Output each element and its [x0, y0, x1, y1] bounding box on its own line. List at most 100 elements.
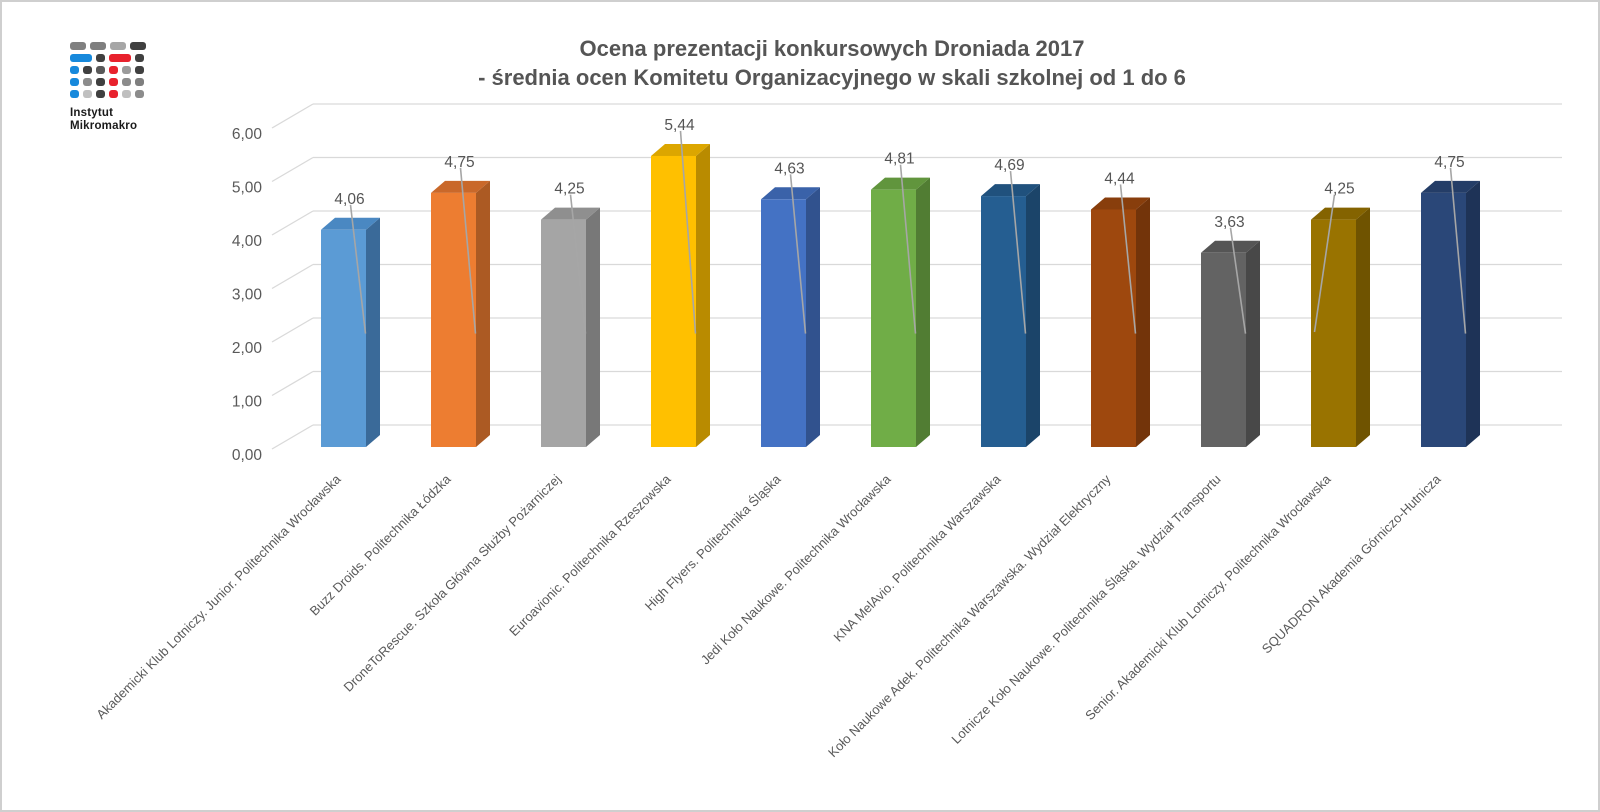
value-label: 4,69 [994, 157, 1024, 174]
bar-6-side-face [916, 177, 930, 448]
logo-dot [96, 54, 105, 62]
category-label: Senior. Akademicki Klub Lotniczy. Polite… [1082, 471, 1334, 723]
logo-dot [130, 42, 146, 50]
logo-dot [122, 66, 131, 74]
leader-line [459, 167, 477, 334]
logo-dot [109, 66, 118, 74]
bar-6-front-face [871, 189, 916, 448]
bar-4-front-face [651, 155, 696, 447]
leader-line [899, 164, 917, 334]
logo-dot [70, 66, 79, 74]
bar-2-side-face [476, 180, 490, 447]
leader-line [1229, 227, 1247, 334]
logo-dot [122, 90, 131, 98]
bar-3-front-face [541, 219, 586, 447]
bar-10-side-face [1356, 207, 1370, 447]
logo-text: Instytut Mikromakro [70, 107, 180, 133]
logo-dot [135, 90, 144, 98]
gridline-diagonal [271, 424, 314, 450]
logo-dot [109, 78, 118, 86]
leader-line [1449, 167, 1467, 334]
category-label: Akademicki Klub Lotniczy. Junior. Polite… [93, 471, 344, 722]
logo-dot [83, 66, 92, 74]
value-label: 5,44 [664, 117, 695, 134]
bar-1-front-face [321, 229, 366, 447]
chart-title-line1: Ocena prezentacji konkursowych Droniada … [579, 36, 1085, 61]
logo-dot [135, 66, 144, 74]
logo-dot [90, 42, 106, 50]
logo-dot [70, 78, 79, 86]
bar-2-top-face [431, 180, 490, 193]
value-label: 4,25 [554, 181, 584, 198]
y-axis-tick-label: 4,00 [232, 233, 263, 250]
logo-dot [96, 78, 105, 86]
bar-3-side-face [586, 207, 600, 447]
y-axis-tick-label: 1,00 [232, 394, 263, 411]
value-label: 4,44 [1104, 170, 1135, 187]
leader-line [1119, 184, 1137, 334]
bar-6-top-face [871, 177, 930, 190]
logo-dot [83, 78, 92, 86]
y-axis-tick-label: 0,00 [232, 447, 263, 464]
value-label: 3,63 [1214, 214, 1244, 231]
logo-dot [96, 90, 105, 98]
logo-dot [70, 42, 86, 50]
leader-line [349, 204, 367, 334]
logo-row [70, 78, 180, 86]
bar-7-front-face [981, 196, 1026, 447]
y-axis-tick-label: 5,00 [232, 180, 263, 197]
logo-dot-matrix-icon [70, 42, 180, 98]
bar-11-top-face [1421, 180, 1480, 193]
logo-dot [96, 66, 105, 74]
category-label: Lotnicze Koło Naukowe. Politechnika Śląs… [948, 472, 1223, 747]
bar-11-front-face [1421, 192, 1466, 447]
bar-5-front-face [761, 199, 806, 447]
leader-line [679, 130, 697, 334]
logo-dot [70, 90, 79, 98]
chart-title-line2: - średnia ocen Komitetu Organizacyjnego … [478, 65, 1186, 90]
bar-11-side-face [1466, 180, 1480, 447]
value-label: 4,63 [774, 160, 804, 177]
bar-10-top-face [1311, 207, 1370, 220]
logo-dot [122, 78, 131, 86]
logo-dot [109, 90, 118, 98]
bar-8-front-face [1091, 209, 1136, 447]
y-axis-tick-label: 3,00 [232, 287, 263, 304]
gridline-diagonal [271, 103, 314, 129]
bar-2-front-face [431, 192, 476, 447]
logo-row [70, 42, 180, 50]
value-label: 4,75 [444, 154, 474, 171]
value-label: 4,81 [884, 151, 914, 168]
bar-9-side-face [1246, 240, 1260, 447]
category-label: SQUADRON Akademia Górniczo-Hutnicza [1259, 471, 1444, 656]
bar-9-top-face [1201, 240, 1260, 253]
category-label: DroneToRescue. Szkoła Główna Służby Poża… [340, 471, 563, 694]
chart-title: Ocena prezentacji konkursowych Droniada … [2, 34, 1598, 92]
logo-dot [135, 78, 144, 86]
value-label: 4,75 [1434, 154, 1464, 171]
leader-line [1009, 171, 1027, 334]
leader-line [569, 194, 587, 334]
logo-dot [109, 54, 131, 62]
y-axis-tick-label: 2,00 [232, 340, 263, 357]
logo-dot [70, 54, 92, 62]
bar-7-top-face [981, 184, 1040, 197]
bar-3-top-face [541, 207, 600, 220]
gridline-diagonal [271, 317, 314, 343]
logo-row [70, 90, 180, 98]
value-label: 4,25 [1324, 181, 1354, 198]
leader-line [789, 174, 807, 334]
logo-row [70, 54, 180, 62]
bar-5-side-face [806, 187, 820, 448]
bar-10-front-face [1311, 219, 1356, 447]
leader-line [1313, 194, 1336, 333]
bar-8-side-face [1136, 197, 1150, 447]
category-label: Jedi Koło Naukowe. Politechnika Wrocławs… [698, 471, 894, 667]
logo-row [70, 66, 180, 74]
gridline-diagonal [271, 263, 314, 290]
logo-dot [135, 54, 144, 62]
bar-8-top-face [1091, 197, 1150, 210]
instytut-mikromakro-logo: Instytut Mikromakro [70, 42, 180, 133]
